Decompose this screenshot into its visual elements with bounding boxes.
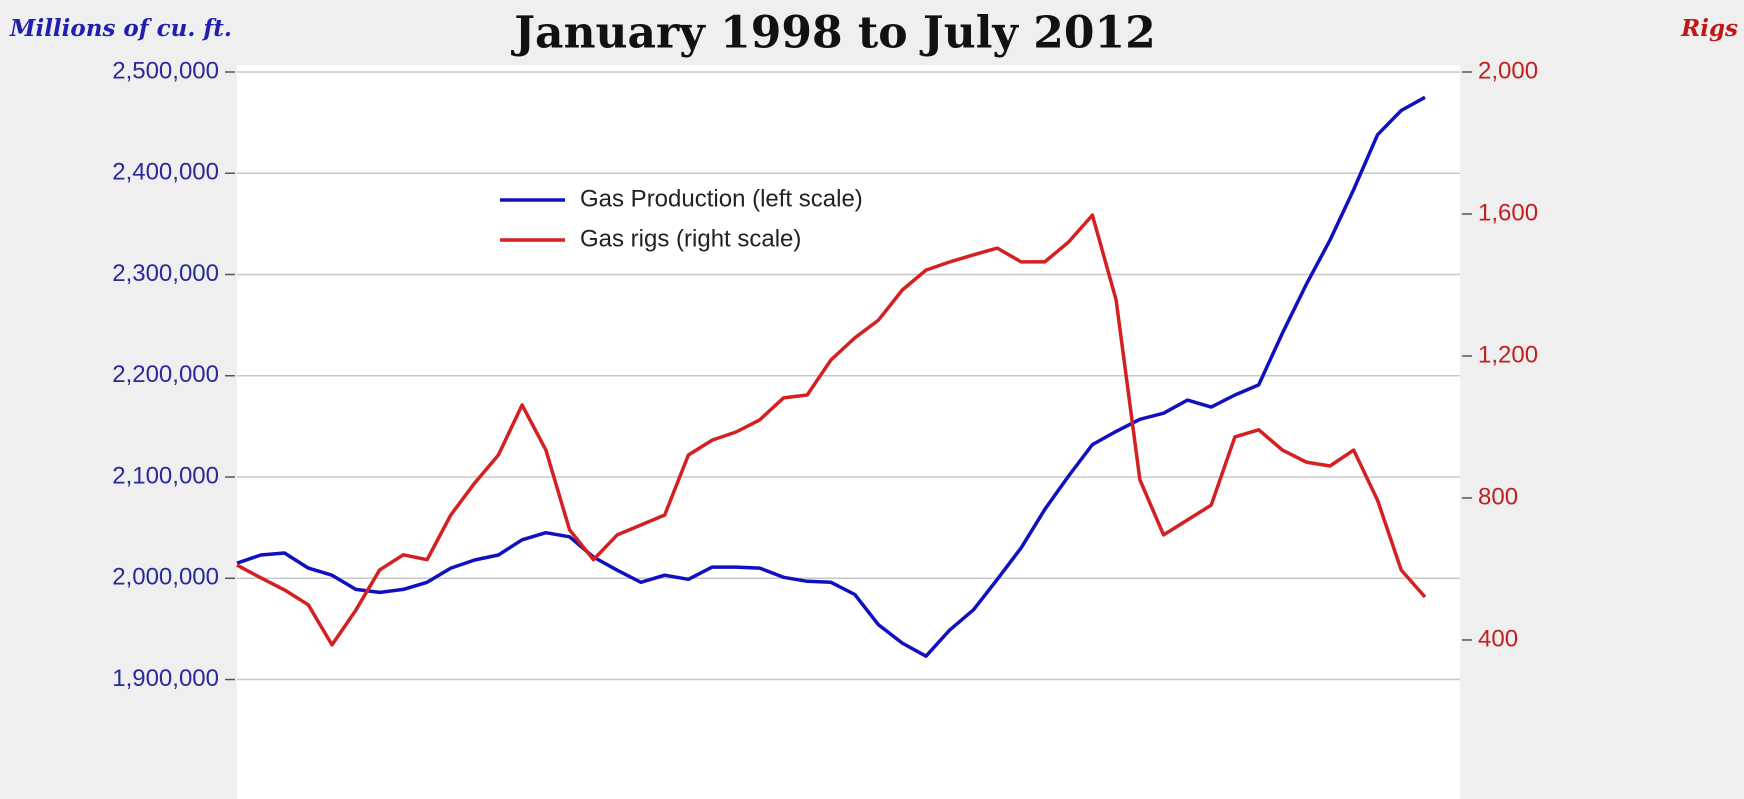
- chart-title: January 1998 to July 2012: [510, 8, 1156, 59]
- y2-axis-label: Rigs: [1680, 15, 1738, 42]
- y-tick-label: 2,000,000: [112, 564, 219, 591]
- y2-tick-label: 800: [1478, 483, 1518, 510]
- y-tick-label: 2,300,000: [112, 260, 219, 287]
- y-tick-label: 2,400,000: [112, 159, 219, 186]
- y-tick-label: 1,900,000: [112, 665, 219, 692]
- y-tick-label: 2,500,000: [112, 57, 219, 84]
- y-axis-label: Millions of cu. ft.: [9, 15, 232, 42]
- legend-label: Gas rigs (right scale): [580, 225, 801, 252]
- line-series: [236, 213, 1427, 647]
- y-tick-label: 2,200,000: [112, 361, 219, 388]
- y2-tick-label: 400: [1478, 625, 1518, 652]
- y-tick-label: 2,100,000: [112, 462, 219, 489]
- y2-tick-label: 1,600: [1478, 199, 1538, 226]
- plot-area: [237, 65, 1460, 799]
- y2-tick-label: 2,000: [1478, 57, 1538, 84]
- line-series: [236, 95, 1426, 658]
- y2-tick-label: 1,200: [1478, 341, 1538, 368]
- legend-label: Gas Production (left scale): [580, 185, 863, 212]
